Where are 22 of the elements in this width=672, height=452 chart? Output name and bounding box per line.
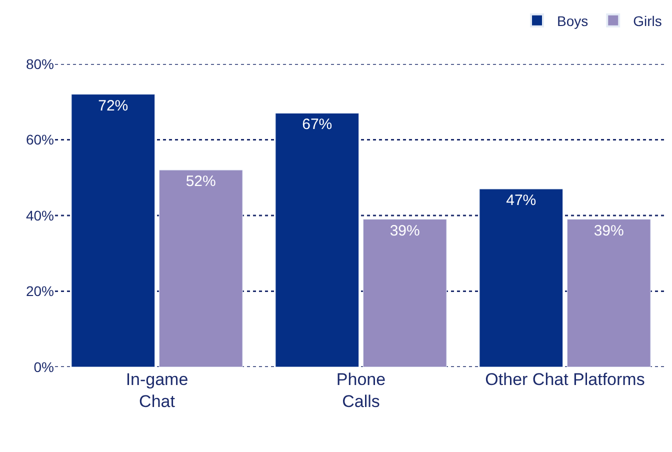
bar <box>71 94 156 367</box>
x-tick-label: In-game Chat <box>126 370 188 412</box>
y-tick-label: 40% <box>26 207 54 224</box>
y-tick-label: 80% <box>26 56 54 72</box>
legend-label: Boys <box>557 12 588 29</box>
data-label: 52% <box>186 173 216 190</box>
bar <box>479 188 564 367</box>
data-label: 47% <box>506 192 536 209</box>
bar <box>566 219 651 367</box>
y-tick-label: 20% <box>26 283 54 300</box>
data-label: 67% <box>302 116 332 134</box>
data-label: 39% <box>594 222 624 240</box>
bar <box>275 112 360 367</box>
legend-label: Girls <box>633 12 662 29</box>
y-tick-label: 0% <box>34 358 54 375</box>
y-tick-label: 60% <box>26 132 54 148</box>
x-tick-label: Other Chat Platforms <box>485 370 645 389</box>
bar <box>158 170 243 367</box>
bar <box>362 219 447 367</box>
data-label: 39% <box>390 222 420 240</box>
x-tick-label: Phone Calls <box>336 370 386 412</box>
data-label: 72% <box>98 97 128 114</box>
